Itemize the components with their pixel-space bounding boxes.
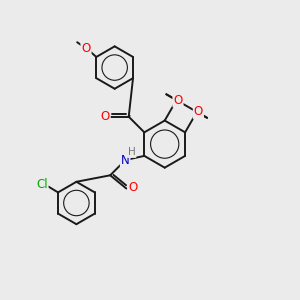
Text: Cl: Cl — [36, 178, 48, 191]
Text: O: O — [81, 42, 91, 55]
Text: O: O — [128, 181, 137, 194]
Text: O: O — [173, 94, 183, 107]
Text: H: H — [128, 147, 136, 157]
Text: N: N — [121, 154, 130, 167]
Text: O: O — [100, 110, 110, 123]
Text: O: O — [194, 105, 203, 119]
